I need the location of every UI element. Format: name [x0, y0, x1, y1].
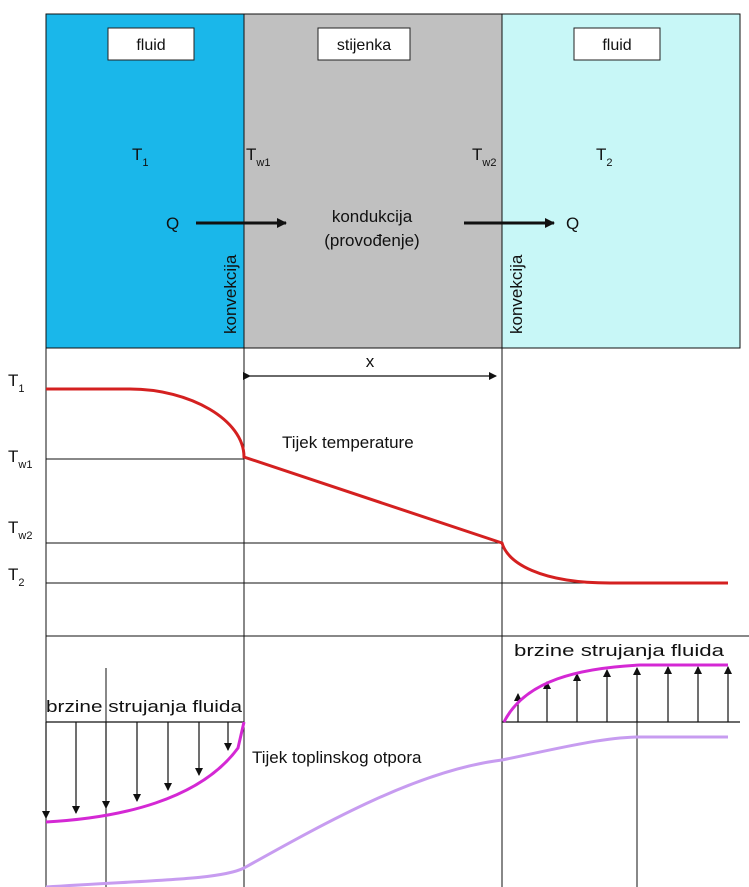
q-right-label: Q — [566, 214, 579, 233]
left-velocity-arrows — [42, 722, 232, 819]
axis-t2-label: T2 — [8, 565, 25, 589]
wall-label-box — [317, 27, 411, 61]
zone-tw1-symbol: Tw1 — [246, 145, 270, 169]
right-velocity-label: brzine strujanja fluida — [514, 641, 725, 660]
q-left-label: Q — [166, 214, 179, 233]
left-velocity-label: brzine strujanja fluida — [46, 697, 243, 716]
temperature-curve-label: Tijek temperature — [282, 433, 414, 452]
temperature-curve — [46, 387, 728, 585]
wall-label: stijenka — [337, 37, 391, 54]
left-fluid-label-box — [107, 27, 195, 61]
axis-t1-label: T1 — [8, 371, 25, 395]
resistance-curve — [45, 735, 728, 887]
right-velocity-profile — [502, 663, 728, 723]
wall-zone — [243, 13, 503, 349]
left-velocity-profile — [45, 721, 246, 824]
right-fluid-label-box — [573, 27, 661, 61]
conduction-label-line1: kondukcija — [332, 207, 413, 226]
right-fluid-label: fluid — [602, 37, 631, 54]
resistance-curve-label: Tijek toplinskog otpora — [252, 748, 422, 767]
zone-tw2-symbol: Tw2 — [472, 145, 496, 169]
axis-tw2-label: Tw2 — [8, 518, 32, 542]
conduction-label-line2: (provođenje) — [324, 231, 419, 250]
right-velocity-arrows — [514, 666, 732, 722]
axis-tw1-label: Tw1 — [8, 447, 32, 471]
left-fluid-label: fluid — [136, 37, 165, 54]
zone-t1-symbol: T1 — [132, 145, 149, 169]
zone-t2-symbol: T2 — [596, 145, 613, 169]
convection-left-label: konvekcija — [221, 254, 240, 334]
convection-right-label: konvekcija — [507, 254, 526, 334]
left-fluid-zone — [45, 13, 245, 349]
thickness-label: x — [366, 352, 375, 371]
right-fluid-zone — [501, 13, 741, 349]
